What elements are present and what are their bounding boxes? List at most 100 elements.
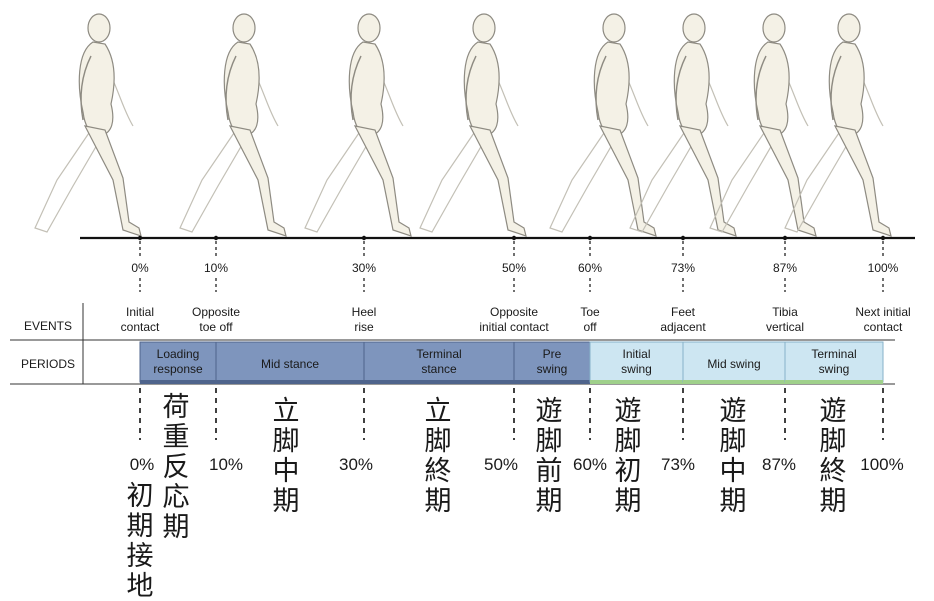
event-label: Feet (671, 305, 696, 319)
period-japanese-char: 中 (273, 456, 300, 487)
figure-head (837, 13, 861, 43)
period-japanese-char: 脚 (425, 426, 452, 457)
event-label: toe off (199, 320, 233, 334)
period-japanese-char: 応 (163, 482, 190, 513)
period-japanese-char: 期 (536, 486, 563, 517)
bottom-percent-label: 60% (573, 455, 607, 474)
event-label: contact (121, 320, 160, 334)
walking-figure (304, 13, 412, 237)
period-segment (215, 341, 365, 383)
initial-contact-japanese-char: 接 (127, 541, 154, 572)
event-label: Tibia (772, 305, 798, 319)
period-segment-edge (514, 380, 590, 384)
figure-front-leg (468, 125, 527, 237)
walking-figure (784, 13, 892, 237)
figure-front-arm (465, 55, 477, 121)
ground-tick-dot (511, 235, 517, 241)
period-segment-edge (590, 380, 683, 384)
figure-front-arm (755, 55, 767, 121)
period-label: Loading (157, 347, 200, 361)
dashed-dividers (139, 388, 884, 440)
figure-front-leg (758, 125, 817, 237)
figure-head (87, 13, 111, 43)
tick-percent-label: 0% (131, 261, 149, 275)
bottom-percent-labels: 0% 10% 30% 50% 60% 73% 87% 100% (130, 455, 904, 474)
figure-front-arm (350, 55, 362, 121)
figure-front-arm (225, 55, 237, 121)
initial-contact-japanese-char: 期 (127, 511, 154, 542)
figure-front-leg (678, 125, 737, 237)
period-japanese-char: 期 (720, 486, 747, 517)
tick-percent-label: 60% (578, 261, 602, 275)
period-label: Terminal (416, 347, 461, 361)
period-japanese-char: 立 (273, 396, 300, 427)
initial-contact-japanese-char: 初 (127, 481, 154, 512)
figure-head (472, 13, 496, 43)
period-label: Terminal (811, 347, 856, 361)
figure-front-leg (83, 125, 142, 237)
ground-tick-dot (361, 235, 367, 241)
period-japanese-char: 脚 (720, 426, 747, 457)
walking-figures (34, 13, 892, 237)
event-label: Initial (126, 305, 154, 319)
period-japanese-char: 遊 (820, 396, 847, 427)
period-japanese-char: 中 (720, 456, 747, 487)
walking-figure (629, 13, 737, 237)
period-label: Mid stance (261, 357, 319, 371)
figure-head (762, 13, 786, 43)
figure-torso (828, 41, 865, 137)
event-label: initial contact (479, 320, 549, 334)
event-label: Opposite (490, 305, 538, 319)
tick-percent-label: 73% (671, 261, 695, 275)
figure-head (232, 13, 256, 43)
walking-figure (34, 13, 142, 237)
period-japanese-char: 荷 (163, 392, 190, 423)
period-japanese-char: 重 (163, 422, 190, 453)
bottom-percent-label: 73% (661, 455, 695, 474)
period-segment-edge (683, 380, 785, 384)
figure-rear-leg (34, 129, 102, 233)
period-japanese-char: 期 (615, 486, 642, 517)
ground-tick-dot (680, 235, 686, 241)
period-segment-edge (216, 380, 364, 384)
bottom-percent-label: 87% (762, 455, 796, 474)
figure-torso (463, 41, 500, 137)
figure-front-arm (595, 55, 607, 121)
period-japanese-char: 前 (536, 456, 563, 487)
period-japanese-char: 脚 (820, 426, 847, 457)
event-label: Opposite (192, 305, 240, 319)
period-segment-edge (364, 380, 514, 384)
ground-tick-dot (213, 235, 219, 241)
ground-tick-dot (137, 235, 143, 241)
period-japanese-char: 期 (163, 512, 190, 543)
tick-percent-label: 30% (352, 261, 376, 275)
period-japanese-char: 遊 (536, 396, 563, 427)
figure-torso (223, 41, 260, 137)
figure-head (357, 13, 381, 43)
figure-front-leg (353, 125, 412, 237)
period-segment-edge (785, 380, 883, 384)
events-row-label: EVENTS (24, 319, 72, 333)
period-japanese-char: 遊 (615, 396, 642, 427)
period-label: Initial (622, 347, 650, 361)
percent-tick-labels: 0% 10% 30% 50% 60% 73% 87% 100% (131, 235, 899, 292)
period-label: swing (621, 362, 652, 376)
walking-figure (549, 13, 657, 237)
event-label: adjacent (660, 320, 706, 334)
figure-rear-leg (179, 129, 247, 233)
figure-torso (348, 41, 385, 137)
period-japanese-char: 期 (425, 486, 452, 517)
period-label: Mid swing (707, 357, 760, 371)
walking-figure (419, 13, 527, 237)
periods-row-label: PERIODS (21, 357, 75, 371)
event-label: off (583, 320, 597, 334)
figure-front-arm (675, 55, 687, 121)
period-label: swing (819, 362, 850, 376)
bottom-percent-label: 30% (339, 455, 373, 474)
figure-head (682, 13, 706, 43)
figure-rear-leg (304, 129, 372, 233)
period-segment (139, 341, 217, 383)
